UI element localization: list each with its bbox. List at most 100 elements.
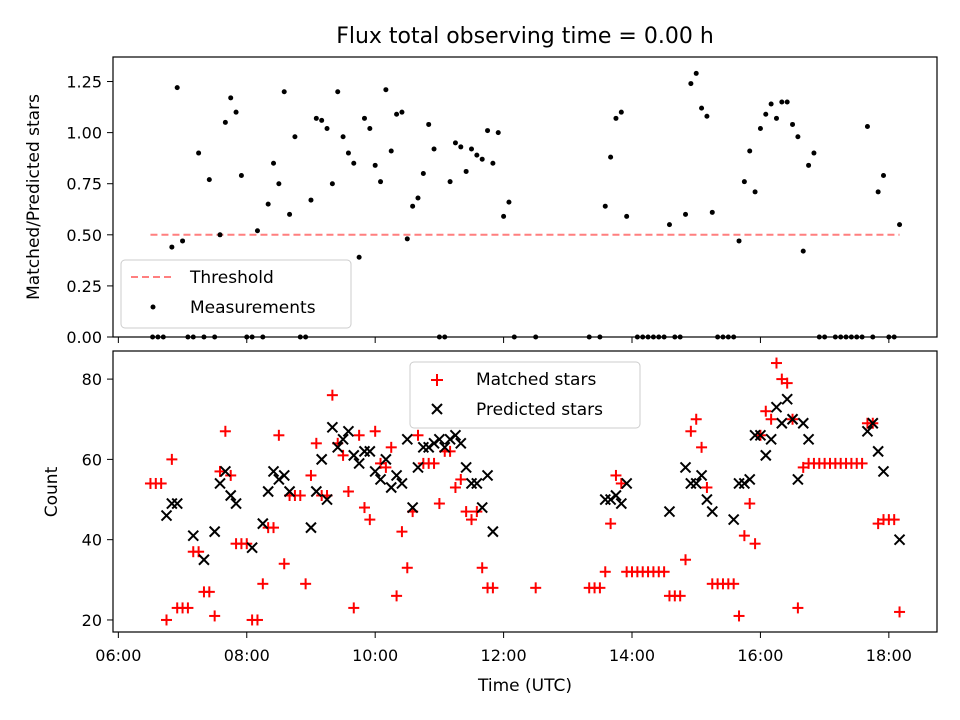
matched-star-point: [358, 502, 370, 514]
measurement-point: [426, 121, 432, 127]
measurement-point: [319, 117, 325, 123]
matched-star-point: [733, 610, 745, 622]
matched-star-point: [391, 590, 403, 602]
predicted-star-point: [797, 417, 809, 429]
measurement-point: [217, 232, 223, 238]
predicted-star-point: [208, 525, 221, 538]
top-axes-frame: [112, 56, 938, 338]
predicted-star-point: [765, 433, 777, 446]
predicted-star-point: [353, 457, 365, 470]
matched-star-point: [396, 526, 408, 538]
measurement-point: [897, 222, 903, 228]
predicted-star-point: [760, 449, 772, 462]
measurement-point: [271, 160, 277, 166]
measurement-point: [768, 101, 774, 107]
matched-star-point: [476, 562, 488, 574]
matched-star-point: [353, 429, 365, 441]
measurement-point: [779, 99, 785, 105]
predicted-star-point: [214, 477, 226, 490]
bottom-y-tick-label: 20: [82, 611, 102, 630]
predicted-star-point: [230, 497, 242, 510]
measurement-point: [693, 70, 699, 76]
measurement-point: [383, 87, 389, 93]
measurement-point: [196, 150, 202, 156]
matched-star-point: [433, 498, 445, 510]
measurement-point: [287, 211, 293, 217]
measurement-point: [276, 181, 282, 187]
predicted-star-point: [754, 429, 767, 442]
predicted-stars-legend-swatch: [431, 403, 443, 415]
measurement-point: [431, 146, 437, 152]
bottom-legend-box: [409, 361, 641, 429]
measurement-point: [238, 173, 244, 179]
measurements-legend-swatch: [150, 304, 156, 310]
matched-star-point: [770, 357, 782, 369]
measurement-point: [800, 248, 806, 254]
predicted-star-point: [449, 429, 462, 442]
measurements-legend-label: Measurements: [190, 298, 316, 318]
measurement-point: [388, 148, 394, 154]
measurement-point: [784, 99, 790, 105]
predicted-star-point: [278, 469, 290, 482]
matched-star-point: [701, 481, 713, 493]
predicted-star-point: [187, 529, 199, 542]
predicted-star-point: [610, 489, 622, 502]
measurement-point: [752, 189, 758, 195]
matched-star-point: [465, 514, 477, 526]
measurement-point: [169, 244, 175, 250]
measurement-point: [308, 197, 314, 203]
matched-star-point: [380, 461, 392, 473]
measurement-point: [736, 238, 742, 244]
matched-star-point: [888, 514, 900, 526]
measurement-point: [608, 154, 614, 160]
top-y-tick-label: 1.25: [66, 73, 102, 92]
measurement-point: [811, 150, 817, 156]
matched-star-point: [412, 429, 424, 441]
predicted-star-point: [198, 554, 210, 566]
predicted-star-point: [706, 505, 718, 518]
bottom-x-tick-label: 12:00: [481, 646, 527, 665]
matched-star-point: [166, 453, 178, 465]
predicted-star-point: [861, 425, 874, 437]
matched-star-point: [894, 606, 906, 618]
measurement-point: [704, 113, 710, 119]
predicted-star-point: [663, 505, 676, 518]
predicted-star-point: [802, 433, 815, 446]
bottom-x-tick-label: 14:00: [609, 646, 655, 665]
matched-star-point: [594, 582, 606, 594]
predicted-star-point: [867, 417, 879, 429]
predicted-stars-legend-label: Predicted stars: [476, 400, 603, 420]
predicted-star-point: [246, 541, 258, 554]
predicted-star-point: [326, 421, 339, 433]
predicted-star-point: [776, 417, 788, 429]
bottom-x-ticks: 06:00 08:00 10:00 12:00 14:00 16:00 18:00: [95, 632, 912, 665]
matched-star-point: [310, 437, 322, 449]
measurement-point: [501, 213, 507, 219]
measurement-point: [506, 199, 512, 205]
predicted-star-point: [620, 477, 633, 490]
measurement-point: [356, 254, 362, 260]
matched-star-point: [300, 578, 312, 590]
measurement-point: [683, 211, 689, 217]
measurement-point: [806, 162, 812, 168]
predicted-star-point: [872, 445, 884, 458]
predicted-star-point: [305, 521, 317, 534]
measurement-point: [458, 144, 464, 150]
predicted-star-point: [267, 465, 280, 478]
top-y-tick-label: 0.50: [66, 226, 102, 245]
matched-star-point: [685, 425, 697, 437]
matched-star-point: [182, 602, 194, 614]
bottom-y-tick-label: 80: [82, 370, 102, 389]
measurement-point: [415, 195, 421, 201]
predicted-star-point: [460, 461, 472, 474]
matched-star-point: [219, 425, 231, 437]
measurement-point: [351, 160, 357, 166]
measurement-point: [709, 209, 715, 215]
predicted-star-point: [727, 513, 740, 526]
predicted-star-point: [369, 465, 381, 478]
bottom-x-axis-label: Time (UTC): [477, 676, 572, 696]
measurement-point: [618, 109, 624, 115]
matched-star-point: [487, 582, 499, 594]
measurement-point: [265, 201, 271, 207]
top-y-tick-label: 0.25: [66, 277, 102, 296]
